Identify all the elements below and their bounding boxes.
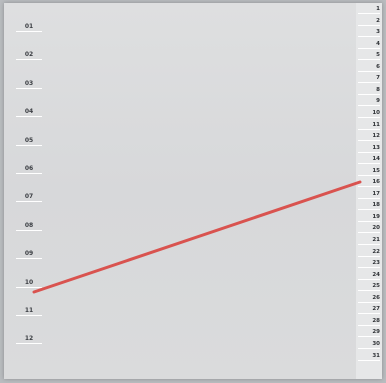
right-scale-label: 27 <box>358 306 380 315</box>
left-scale-label: 03 <box>16 80 42 89</box>
right-scale-label: 15 <box>358 168 380 176</box>
left-scale-label: 07 <box>16 193 42 203</box>
right-scale-label: 5 <box>358 52 380 61</box>
right-scale-label: 4 <box>358 41 380 49</box>
chart-board: 01 02 03 04 05 06 07 08 09 10 11 12 1 2 3 4 5 6 7 8 9 10 11 12… <box>4 3 382 379</box>
left-scale-label: 05 <box>16 137 42 146</box>
right-scale-label: 20 <box>358 225 380 234</box>
right-scale-label: 2 <box>358 18 380 26</box>
right-day-scale: 1 2 3 4 5 6 7 8 9 10 11 12 13 14 15 16 17 18 19 20 21 22 23 24 2… <box>356 3 382 379</box>
left-scale-label: 04 <box>16 108 42 118</box>
right-scale-label: 31 <box>358 353 380 361</box>
left-scale-label: 12 <box>16 335 42 345</box>
right-scale-label: 7 <box>358 75 380 84</box>
right-scale-label: 22 <box>358 249 380 257</box>
trend-line <box>32 180 362 294</box>
right-scale-label: 17 <box>358 191 380 199</box>
right-scale-label: 29 <box>358 329 380 338</box>
right-scale-label: 14 <box>358 156 380 165</box>
left-scale-label: 01 <box>16 23 42 32</box>
right-scale-label: 6 <box>358 64 380 72</box>
right-scale-label: 12 <box>358 133 380 142</box>
right-scale-label: 21 <box>358 237 380 245</box>
right-scale-label: 23 <box>358 260 380 269</box>
left-scale-label: 09 <box>16 250 42 260</box>
right-scale-label: 30 <box>358 341 380 349</box>
right-scale-label: 16 <box>358 179 380 188</box>
right-scale-label: 19 <box>358 214 380 222</box>
right-scale-label: 1 <box>358 6 380 14</box>
right-scale-label: 24 <box>358 272 380 280</box>
right-scale-label: 11 <box>358 122 380 130</box>
right-scale-label: 8 <box>358 87 380 95</box>
left-scale-label: 08 <box>16 222 42 231</box>
right-scale-label: 28 <box>358 318 380 326</box>
left-scale-label: 06 <box>16 165 42 174</box>
right-scale-label: 3 <box>358 29 380 38</box>
right-scale-label: 18 <box>358 202 380 211</box>
right-scale-label: 26 <box>358 295 380 303</box>
left-month-scale: 01 02 03 04 05 06 07 08 09 10 11 12 <box>4 3 44 379</box>
right-scale-label: 13 <box>358 145 380 153</box>
left-scale-label: 02 <box>16 51 42 61</box>
right-scale-label: 25 <box>358 283 380 292</box>
left-scale-label: 11 <box>16 307 42 316</box>
right-scale-label: 10 <box>358 110 380 118</box>
right-scale-label: 9 <box>358 98 380 107</box>
left-scale-label: 10 <box>16 279 42 288</box>
